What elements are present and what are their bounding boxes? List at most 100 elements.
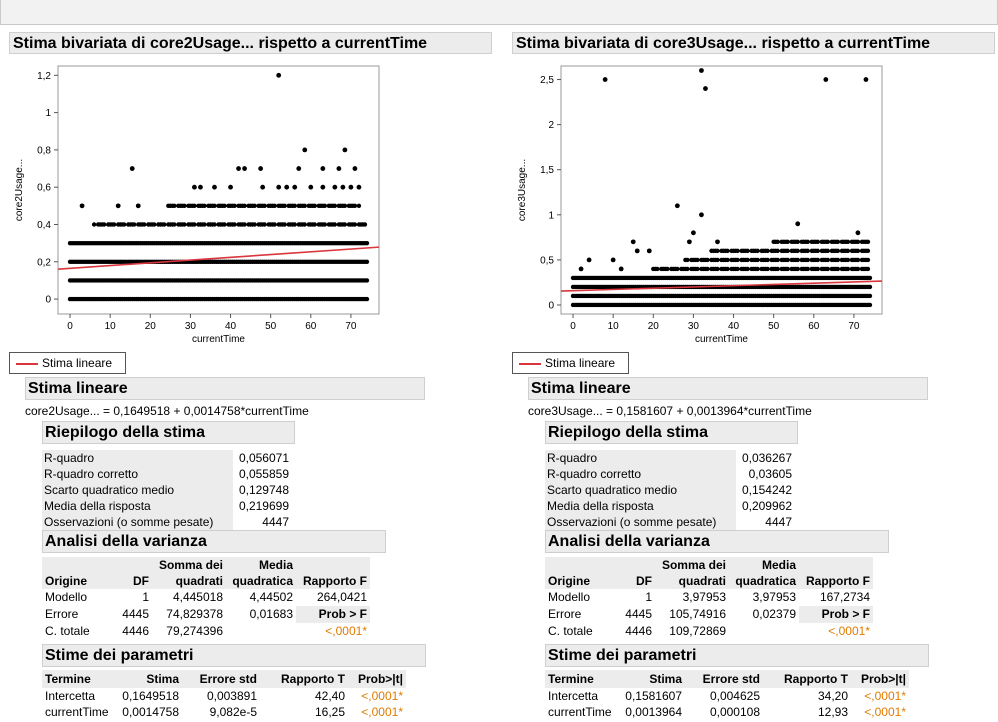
data-point [815,266,820,272]
data-point [332,184,338,190]
section-params[interactable]: Stime dei parametri [42,644,426,667]
section-fit[interactable]: Stima lineare [528,377,928,400]
y-tick-label: 1 [45,108,51,119]
summary-value: 0,154242 [741,483,792,497]
cell: 4,445018 [172,590,223,604]
data-point [805,257,810,263]
data-point [292,184,298,190]
data-point [699,68,704,73]
cell: 264,0421 [316,590,367,604]
data-point [162,222,167,227]
scatter-chart-core3: 0 0,5 1 1,5 2 2,5 0 10 20 30 40 50 60 70 currentTime co… [517,65,883,345]
data-point [825,266,831,272]
cell: 0,000108 [709,705,760,719]
cell: 12,93 [817,705,848,719]
data-point [101,222,107,227]
data-point [356,184,362,190]
data-point [703,86,708,91]
data-point [122,222,127,227]
data-point [855,230,861,236]
data-points [67,72,370,302]
data-point [348,184,354,190]
data-point [342,147,348,153]
data-point [665,266,670,272]
y-tick-label: 0 [548,300,554,311]
data-point [362,222,368,227]
cell: 1 [142,590,149,604]
data-point [865,257,871,263]
section-anova[interactable]: Analisi della varianza [42,530,386,553]
data-point [182,222,187,227]
y-tick-label: 0,2 [37,257,51,268]
report-title[interactable]: Stima bivariata di core3Usage... rispett… [512,32,995,54]
data-point [242,203,247,209]
data-point [630,239,636,245]
table-row: Media della risposta 0,219699 [42,498,291,514]
x-tick-label: 70 [345,321,357,332]
y-tick-label: 2,5 [540,75,554,86]
p-value: <,0001* [361,689,403,703]
data-point [284,184,290,190]
legend-fit[interactable]: Stima lineare [9,352,126,374]
y-tick-label: 0,4 [37,220,51,231]
data-point [192,184,197,190]
data-point [815,257,820,263]
p-value: <,0001* [864,689,906,703]
summary-label: Scarto quadratico medio [42,482,233,498]
data-point [282,203,287,209]
data-point [755,248,760,254]
y-tick-label: 0,5 [540,255,554,266]
col-f: Rapporto F [799,557,873,589]
legend-fit[interactable]: Stima lineare [512,352,629,374]
y-tick-label: 0,6 [37,183,51,194]
data-point [795,248,800,254]
data-point [232,222,237,227]
y-tick-label: 1,5 [540,165,554,176]
data-point [172,203,177,209]
data-point [855,248,861,254]
data-point [845,266,851,272]
cell: 9,082e-5 [209,705,257,719]
section-params[interactable]: Stime dei parametri [545,644,929,667]
data-point [262,203,267,209]
table-row: R-quadro 0,036267 [545,450,794,466]
data-point [835,248,841,254]
data-point [364,259,370,264]
p-value: <,0001* [828,624,870,638]
data-point [172,222,177,227]
anova-table: Origine DF Somma dei quadrati Media quad… [545,557,873,640]
data-point [152,222,157,227]
x-tick-label: 0 [67,321,73,332]
x-tick-label: 50 [265,321,277,332]
section-summary[interactable]: Riepilogo della stima [545,421,798,444]
x-tick-label: 20 [648,321,660,332]
cell: Modello [548,590,591,604]
cell: 0,1649518 [122,689,179,703]
cell: 0,003891 [206,689,257,703]
plot-frame [57,65,380,315]
x-tick-label: 60 [808,321,820,332]
fit-line [560,280,883,292]
col-origine: Origine [545,557,611,589]
section-anova[interactable]: Analisi della varianza [545,530,889,553]
section-fit[interactable]: Stima lineare [25,377,425,400]
table-row: currentTime 0,0013964 0,000108 12,93 <,0… [545,704,909,720]
data-point [775,239,780,245]
data-point [755,266,760,272]
data-point [687,239,692,245]
table-row: Modello 1 3,97953 3,97953 167,2734 [545,589,873,606]
data-point [111,222,117,227]
data-point [276,184,282,190]
data-point [212,184,217,190]
data-point [699,212,704,218]
data-point [735,248,740,254]
data-point [775,248,780,254]
table-row: Osservazioni (o somme pesate) 4447 [42,514,291,530]
data-point [815,239,820,245]
report-title[interactable]: Stima bivariata di core2Usage... rispett… [9,32,492,54]
cell: 3,97953 [752,590,796,604]
summary-value: 0,036267 [741,451,792,465]
section-summary[interactable]: Riepilogo della stima [42,421,295,444]
x-tick-label: 50 [768,321,780,332]
cell: 4,44502 [249,590,293,604]
